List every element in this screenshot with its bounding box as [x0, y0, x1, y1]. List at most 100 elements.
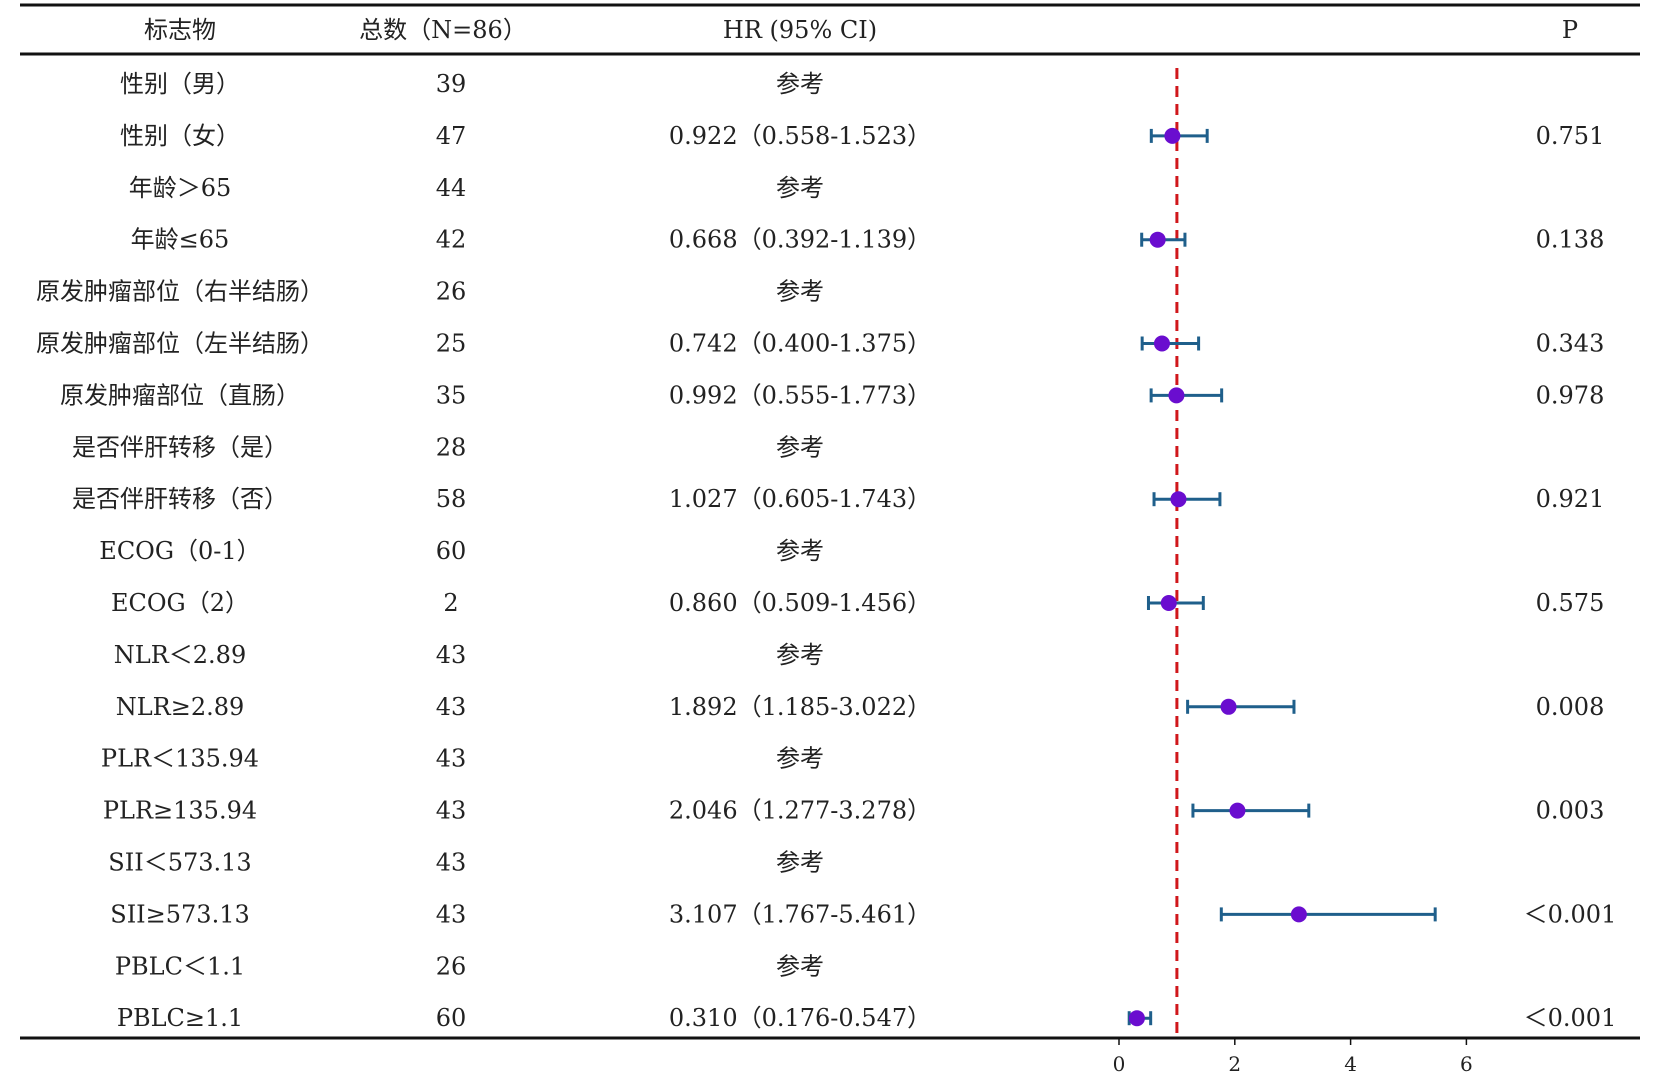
row-count: 60 — [436, 1004, 467, 1032]
table-row: ECOG（0-1） 60 参考 — [99, 537, 824, 565]
row-count: 44 — [436, 174, 467, 202]
hr-point — [1160, 595, 1177, 611]
row-hr-ci: 1.892（1.185-3.022） — [669, 693, 931, 721]
row-count: 42 — [436, 226, 467, 254]
row-label: 性别（女） — [120, 122, 240, 150]
row-label: ECOG（2） — [111, 589, 249, 617]
forest-mark — [1186, 698, 1296, 715]
row-hr-ci: 参考 — [776, 641, 824, 669]
row-p-value: 0.343 — [1536, 330, 1605, 358]
row-count: 47 — [436, 122, 467, 150]
hr-point — [1290, 906, 1307, 923]
x-tick-label: 6 — [1460, 1052, 1473, 1076]
forest-mark — [1191, 802, 1311, 819]
row-count: 39 — [436, 70, 467, 98]
table-row: NLR＜2.89 43 参考 — [114, 641, 824, 669]
table-row: 原发肿瘤部位（右半结肠） 26 参考 — [36, 278, 824, 306]
row-p-value: 0.751 — [1536, 122, 1605, 150]
forest-mark — [1146, 595, 1205, 611]
row-count: 26 — [436, 952, 467, 980]
row-hr-ci: 2.046（1.277-3.278） — [669, 797, 931, 825]
row-count: 25 — [436, 330, 467, 358]
row-hr-ci: 参考 — [776, 849, 824, 877]
hr-point — [1170, 491, 1187, 508]
x-tick-label: 0 — [1113, 1052, 1126, 1076]
row-label: NLR＜2.89 — [114, 641, 246, 669]
row-p-value: 0.138 — [1536, 226, 1605, 254]
table-row: SII＜573.13 43 参考 — [108, 849, 824, 877]
row-hr-ci: 0.310（0.176-0.547） — [669, 1004, 931, 1032]
x-tick-label: 4 — [1344, 1052, 1357, 1076]
row-count: 43 — [436, 641, 467, 669]
hr-point — [1128, 1010, 1145, 1027]
row-label: 原发肿瘤部位（左半结肠） — [36, 330, 324, 358]
hr-point — [1149, 231, 1166, 248]
row-count: 60 — [436, 537, 467, 565]
row-count: 43 — [436, 797, 467, 825]
table-row: 年龄≤65 42 0.668（0.392-1.139） 0.138 — [131, 226, 1605, 254]
row-count: 43 — [436, 900, 467, 928]
row-p-value: 0.978 — [1536, 381, 1605, 409]
row-hr-ci: 0.922（0.558-1.523） — [669, 122, 931, 150]
forest-mark — [1127, 1010, 1153, 1027]
row-label: 年龄≤65 — [131, 226, 230, 254]
table-row: SII≥573.13 43 3.107（1.767-5.461） ＜0.001 — [110, 900, 1616, 928]
row-hr-ci: 参考 — [776, 745, 824, 773]
row-label: SII＜573.13 — [108, 849, 251, 877]
table-row: 是否伴肝转移（否） 58 1.027（0.605-1.743） 0.921 — [72, 485, 1604, 513]
row-hr-ci: 参考 — [776, 70, 824, 98]
row-count: 58 — [436, 485, 467, 513]
header-hr: HR (95% CI) — [723, 16, 877, 44]
row-label: 性别（男） — [120, 70, 240, 98]
forest-mark — [1152, 491, 1222, 508]
row-count: 28 — [436, 433, 467, 461]
row-label: 是否伴肝转移（否） — [72, 485, 288, 513]
row-hr-ci: 1.027（0.605-1.743） — [669, 485, 931, 513]
row-hr-ci: 参考 — [776, 537, 824, 565]
row-count: 35 — [436, 381, 467, 409]
row-hr-ci: 参考 — [776, 278, 824, 306]
table-row: PLR＜135.94 43 参考 — [101, 745, 824, 773]
row-label: 原发肿瘤部位（右半结肠） — [36, 278, 324, 306]
row-label: PLR＜135.94 — [101, 745, 259, 773]
row-hr-ci: 参考 — [776, 433, 824, 461]
row-label: NLR≥2.89 — [116, 693, 245, 721]
forest-plot — [1127, 68, 1437, 1038]
table-row: 性别（男） 39 参考 — [120, 70, 824, 98]
table-row: NLR≥2.89 43 1.892（1.185-3.022） 0.008 — [116, 693, 1605, 721]
row-p-value: 0.008 — [1536, 693, 1605, 721]
row-label: 原发肿瘤部位（直肠） — [60, 381, 300, 409]
row-label: PBLC＜1.1 — [115, 952, 245, 980]
x-tick-label: 2 — [1228, 1052, 1241, 1076]
header-total: 总数（N=86） — [359, 16, 527, 44]
row-hr-ci: 0.668（0.392-1.139） — [669, 226, 931, 254]
row-label: 是否伴肝转移（是） — [72, 433, 288, 461]
row-p-value: ＜0.001 — [1524, 900, 1617, 928]
row-hr-ci: 0.992（0.555-1.773） — [669, 381, 931, 409]
row-p-value: ＜0.001 — [1524, 1004, 1617, 1032]
table-row: 年龄＞65 44 参考 — [129, 174, 824, 202]
row-hr-ci: 3.107（1.767-5.461） — [669, 900, 931, 928]
hr-point — [1164, 127, 1181, 144]
table-row: PBLC＜1.1 26 参考 — [115, 952, 824, 980]
hr-point — [1229, 802, 1246, 819]
row-hr-ci: 0.860（0.509-1.456） — [669, 589, 931, 617]
row-hr-ci: 参考 — [776, 952, 824, 980]
row-count: 43 — [436, 693, 467, 721]
row-label: 年龄＞65 — [129, 174, 232, 202]
hr-point — [1220, 698, 1237, 715]
forest-mark — [1149, 387, 1224, 404]
row-hr-ci: 参考 — [776, 174, 824, 202]
table-row: 性别（女） 47 0.922（0.558-1.523） 0.751 — [120, 122, 1604, 150]
forest-mark — [1149, 127, 1209, 144]
row-label: PBLC≥1.1 — [117, 1004, 243, 1032]
forest-mark — [1219, 906, 1437, 923]
hr-point — [1168, 387, 1185, 404]
row-count: 43 — [436, 745, 467, 773]
row-p-value: 0.575 — [1536, 589, 1605, 617]
row-count: 2 — [443, 589, 458, 617]
row-hr-ci: 0.742（0.400-1.375） — [669, 330, 931, 358]
row-p-value: 0.921 — [1536, 485, 1605, 513]
